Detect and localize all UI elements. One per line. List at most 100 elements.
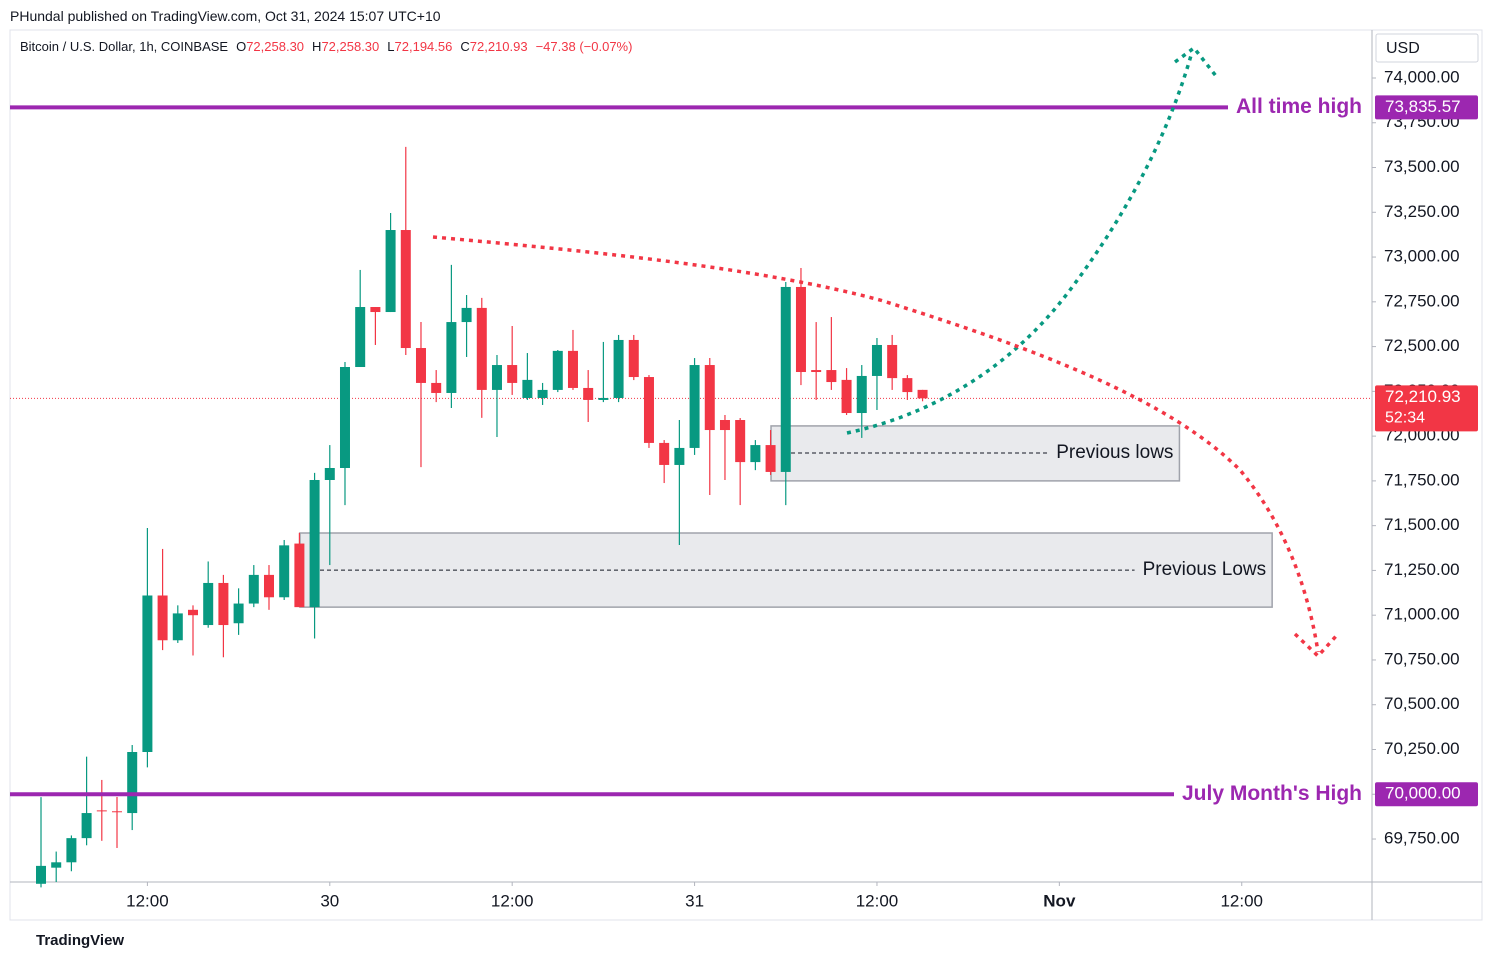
x-tick-label: 12:00 <box>491 891 534 910</box>
candle-body <box>917 389 928 399</box>
candle-body <box>583 387 594 400</box>
candle-body <box>826 370 837 383</box>
candle-body <box>142 595 153 752</box>
candle-body <box>871 344 882 376</box>
level-tag-label: 70,000.00 <box>1385 784 1461 803</box>
symbol: Bitcoin / U.S. Dollar, 1h, COINBASE <box>20 39 229 54</box>
legend-value: 72,210.93 <box>469 39 528 54</box>
candle-body <box>780 286 791 472</box>
candle-body <box>704 365 715 431</box>
candle-body <box>112 811 123 813</box>
level-tag <box>1375 782 1478 807</box>
candle-body <box>172 613 183 641</box>
candle-body <box>507 365 518 383</box>
candle-body <box>567 350 578 388</box>
candle-body <box>127 751 138 814</box>
countdown: 52:34 <box>1385 410 1425 427</box>
candle-body <box>522 379 533 398</box>
candle-body <box>811 370 822 373</box>
candle-body <box>385 230 396 313</box>
candle-body <box>643 377 654 443</box>
currency-box[interactable] <box>1375 33 1479 63</box>
candle-body <box>902 378 913 393</box>
candle-body <box>294 543 305 608</box>
candle-body <box>81 813 92 839</box>
candle-body <box>431 382 442 393</box>
candle-body <box>309 479 320 608</box>
x-tick-label: 12:00 <box>126 891 169 910</box>
candle-body <box>537 389 548 398</box>
candle-body <box>689 365 700 448</box>
chart-frame <box>9 29 1483 921</box>
zone-label: Previous lows <box>1056 442 1173 463</box>
candle-body <box>203 582 214 626</box>
legend-change: −47.38 (−0.07%) <box>535 39 633 54</box>
x-tick-label: 12:00 <box>856 891 899 910</box>
candle-body <box>887 344 898 379</box>
candle-body <box>36 865 47 884</box>
y-tick-label: 74,000.00 <box>1384 67 1460 86</box>
y-tick-label: 73,250.00 <box>1384 202 1460 221</box>
candle-body <box>248 574 259 604</box>
candle-body <box>552 350 563 390</box>
candle-body <box>765 445 776 472</box>
y-tick-label: 70,750.00 <box>1384 649 1460 668</box>
zone-label: Previous Lows <box>1143 559 1267 580</box>
y-tick-label: 71,250.00 <box>1384 560 1460 579</box>
level-label: July Month's High <box>1182 782 1362 805</box>
candle-body <box>674 447 685 465</box>
candle-body <box>841 379 852 414</box>
y-tick-label: 73,000.00 <box>1384 247 1460 266</box>
candle-body <box>446 322 457 393</box>
candle-body <box>735 420 746 463</box>
currency: USD <box>1386 40 1420 57</box>
candle-body <box>66 838 77 863</box>
candle-body <box>339 367 350 468</box>
candle-body <box>324 467 335 480</box>
footer: TradingView <box>36 932 125 949</box>
legend-key: L <box>387 39 395 54</box>
candle-body <box>719 420 730 431</box>
legend-key: C <box>460 39 470 54</box>
candle-body <box>51 862 62 868</box>
y-tick-label: 71,000.00 <box>1384 605 1460 624</box>
level-tag-label: 73,835.57 <box>1385 97 1461 116</box>
candle-body <box>218 582 229 626</box>
last-price-tag <box>1375 385 1478 432</box>
legend-key: H <box>312 39 322 54</box>
candle-body <box>157 595 168 641</box>
y-tick-label: 71,500.00 <box>1384 515 1460 534</box>
candle-body <box>461 307 472 323</box>
candle-body <box>415 348 426 383</box>
x-tick-label: 31 <box>685 891 704 910</box>
legend-value: 72,194.56 <box>394 39 453 54</box>
candle-body <box>491 365 502 390</box>
candle-body <box>856 375 867 414</box>
candle-body <box>370 307 381 313</box>
y-tick-label: 73,500.00 <box>1384 157 1460 176</box>
x-tick-label: Nov <box>1043 891 1076 910</box>
candle-body <box>279 545 290 598</box>
arrow-head-up <box>1173 45 1218 78</box>
legend-key: O <box>236 39 247 54</box>
publisher: PHundal published on TradingView.com, Oc… <box>10 8 441 24</box>
y-tick-label: 70,500.00 <box>1384 694 1460 713</box>
candle-body <box>263 574 274 598</box>
y-tick-label: 69,750.00 <box>1384 829 1460 848</box>
candle-body <box>613 339 624 398</box>
candle-body <box>233 603 244 624</box>
candle-body <box>659 442 670 465</box>
level-tag <box>1375 95 1478 120</box>
x-tick-label: 30 <box>320 891 339 910</box>
level-label: All time high <box>1236 95 1362 118</box>
candle-body <box>96 810 107 812</box>
candle-body <box>750 445 761 463</box>
candle-body <box>400 230 411 349</box>
x-tick-label: 12:00 <box>1220 891 1263 910</box>
candle-body <box>628 339 639 378</box>
legend-value: 72,258.30 <box>321 39 380 54</box>
candle-body <box>598 397 609 400</box>
y-tick-label: 71,750.00 <box>1384 470 1460 489</box>
